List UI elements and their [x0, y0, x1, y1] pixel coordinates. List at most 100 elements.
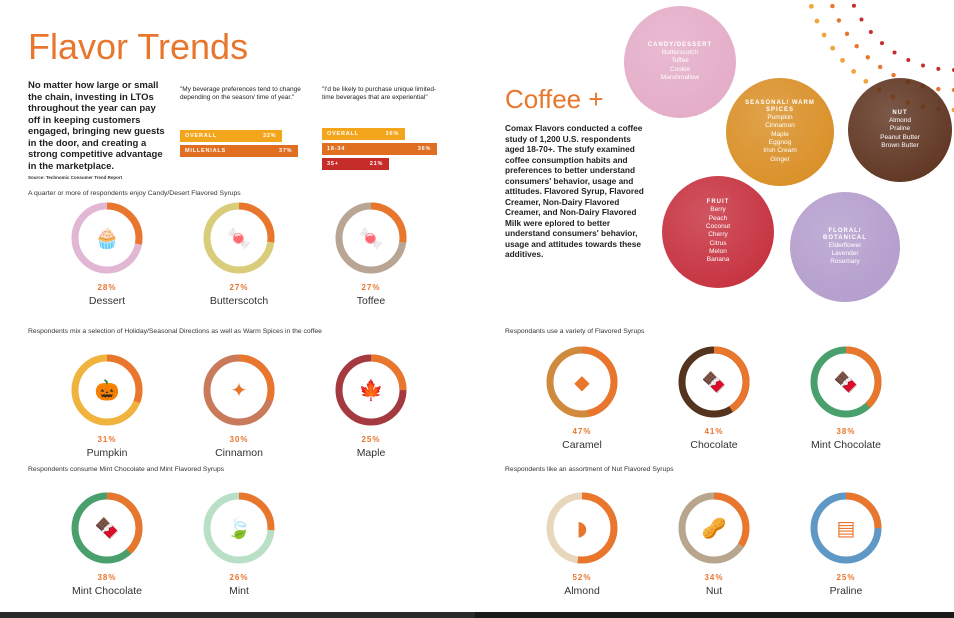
- ring-arc-almond: [546, 492, 618, 564]
- bubble-title: FLORAL/ BOTANICAL: [823, 227, 867, 241]
- bubble-item: Lavender: [831, 249, 859, 257]
- ring-label-nut: Nut: [705, 585, 723, 597]
- bottom-strip-right: [475, 612, 954, 618]
- stat-bar-millenials: MILLENIALS 37%: [180, 145, 299, 157]
- stat-bar-overall: OVERALL 26%: [322, 128, 406, 140]
- ring-mintchoc1: 🍫: [71, 492, 143, 564]
- decor-dot: [892, 50, 897, 55]
- bubble-item: Almond: [888, 116, 912, 124]
- decor-dot: [865, 55, 870, 60]
- bubble-item: Peach: [708, 214, 728, 222]
- ring-pct-pumpkin: 31%: [97, 435, 117, 444]
- ring-maple: 🍁: [335, 354, 407, 426]
- stat-bar-35+: 35+ 21%: [322, 158, 390, 170]
- ring-label-almond: Almond: [564, 585, 600, 597]
- bubble-item: Melon: [709, 247, 727, 255]
- stat-bar-label: 18-34: [327, 146, 346, 152]
- bubble-item: Cinnamon: [765, 122, 795, 130]
- decor-dot: [836, 18, 842, 23]
- decor-dot: [830, 3, 835, 9]
- ring-arc-mintchoc2: [810, 346, 882, 418]
- bars-seasonal: OVERALL 32% MILLENIALS 37%: [180, 130, 299, 160]
- ring-arc-dessert: [71, 202, 143, 274]
- section-nut-syrups: Respondents like an assortment of Nut Fl…: [505, 466, 674, 473]
- bubble-item: Pumpkin: [767, 114, 793, 122]
- section-flavored-syrups: Respondants use a variety of Flavored Sy…: [505, 328, 645, 335]
- bubble-item: Rosemary: [830, 258, 860, 266]
- chocolate-icon: 🍫: [95, 516, 120, 540]
- leaf-icon: 🍃: [227, 516, 252, 540]
- decor-dot: [877, 64, 883, 70]
- bubble-item: Berry: [710, 206, 726, 214]
- coffee-title: Coffee +: [505, 84, 604, 114]
- decor-dot: [854, 44, 859, 49]
- ring-pct-mint: 26%: [229, 573, 249, 582]
- quote-experiential: "I'd be likely to purchase unique limite…: [322, 86, 437, 101]
- stat-bar-18-34: 18-34 36%: [322, 143, 438, 155]
- bubble-item: Toffee: [671, 57, 689, 65]
- ring-cinnamon: ✦: [203, 354, 275, 426]
- decor-dot: [851, 3, 856, 8]
- ring-label-praline: Praline: [829, 585, 863, 597]
- ring-mint: 🍃: [203, 492, 275, 564]
- decor-dot: [844, 31, 850, 37]
- decor-dot: [821, 32, 827, 38]
- bubble-title: FRUIT: [706, 199, 730, 206]
- caramel-icon: ◆: [574, 370, 590, 394]
- bubble-item: Praline: [889, 125, 911, 133]
- ring-pct-chocolate: 41%: [704, 427, 724, 436]
- decor-dot: [891, 72, 896, 78]
- decor-dot: [936, 66, 941, 71]
- ring-label-maple: Maple: [356, 447, 386, 459]
- bubble-item: Eggnog: [768, 139, 792, 146]
- ring-pct-mintchoc2: 38%: [836, 427, 856, 436]
- ring-arc-toffee: [335, 202, 407, 274]
- decor-dot: [951, 107, 954, 113]
- section-candy-desert: A quarter or more of respondents enjoy C…: [28, 190, 241, 197]
- cinnamon-icon: ✦: [231, 378, 248, 402]
- ring-label-mintchoc1: Mint Chocolate: [71, 585, 143, 597]
- ring-pct-caramel: 47%: [572, 427, 592, 436]
- ring-praline: ▤: [810, 492, 882, 564]
- ring-pct-cinnamon: 30%: [229, 435, 249, 444]
- ring-pct-praline: 25%: [836, 573, 856, 582]
- ring-arc-pumpkin: [71, 354, 143, 426]
- bubble-item: Elderflower: [828, 241, 862, 249]
- decor-dot: [863, 78, 869, 84]
- ring-arc-cinnamon: [203, 354, 275, 426]
- ring-arc-maple: [335, 354, 407, 426]
- bubble-item: Coconut: [705, 223, 731, 231]
- bubble-floral: FLORAL/ BOTANICAL Elderflower Lavender Rose…: [790, 192, 900, 302]
- ring-arc-mintchoc1: [71, 492, 143, 564]
- ring-label-caramel: Caramel: [562, 439, 602, 451]
- bubble-item: Butterscotch: [661, 48, 699, 56]
- ring-label-cinnamon: Cinnamon: [215, 447, 263, 459]
- decor-dot: [921, 63, 926, 68]
- ring-toffee: 🍬: [335, 202, 407, 274]
- page-title: Flavor Trends: [28, 26, 249, 67]
- ring-arc-mint: [203, 492, 275, 564]
- bubble-title: CANDY/DESSERT: [647, 41, 713, 48]
- bubble-item: Cherry: [708, 231, 728, 239]
- stat-bar-pct: 21%: [369, 161, 384, 167]
- ring-dessert: 🧁: [71, 202, 143, 274]
- chocolate-icon: 🍫: [702, 370, 727, 394]
- section-mint: Respondents consume Mint Chocolate and M…: [28, 466, 225, 473]
- ring-label-pumpkin: Pumpkin: [86, 447, 128, 459]
- stat-bar-overall: OVERALL 32%: [180, 130, 283, 142]
- decor-dot: [906, 58, 911, 63]
- decor-dot: [830, 45, 836, 51]
- bubble-nut: NUT Almond Praline Peanut Butter Brown Butte…: [848, 78, 952, 182]
- stat-bar-pct: 32%: [262, 133, 277, 139]
- nut-icon: 🥜: [702, 515, 727, 540]
- decor-dot: [840, 57, 845, 63]
- stat-bar-pct: 37%: [278, 148, 293, 154]
- ring-label-butterscotch: Butterscotch: [209, 295, 269, 307]
- stat-bar-label: MILLENIALS: [185, 148, 226, 154]
- bubble-item: Banana: [706, 256, 730, 264]
- decor-dot: [936, 86, 941, 92]
- cupcake-icon: 🧁: [95, 226, 120, 250]
- ring-arc-praline: [810, 492, 882, 564]
- bubble-item: Ginger: [770, 155, 790, 163]
- ring-pct-nut: 34%: [704, 573, 724, 582]
